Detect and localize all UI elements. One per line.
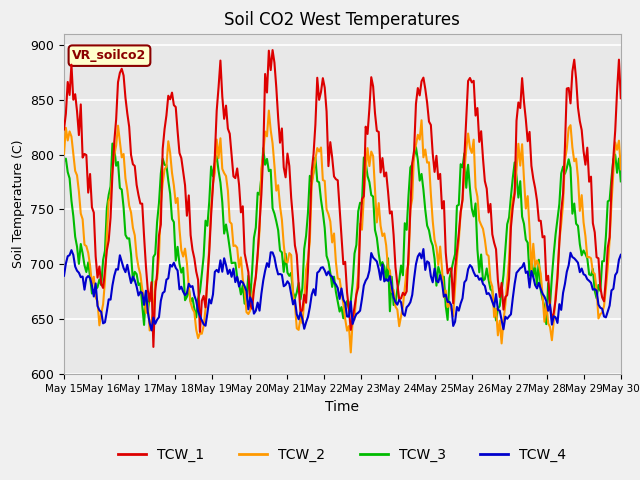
Title: Soil CO2 West Temperatures: Soil CO2 West Temperatures [225, 11, 460, 29]
Legend: TCW_1, TCW_2, TCW_3, TCW_4: TCW_1, TCW_2, TCW_3, TCW_4 [113, 443, 572, 468]
Text: VR_soilco2: VR_soilco2 [72, 49, 147, 62]
Y-axis label: Soil Temperature (C): Soil Temperature (C) [12, 140, 25, 268]
X-axis label: Time: Time [325, 400, 360, 414]
